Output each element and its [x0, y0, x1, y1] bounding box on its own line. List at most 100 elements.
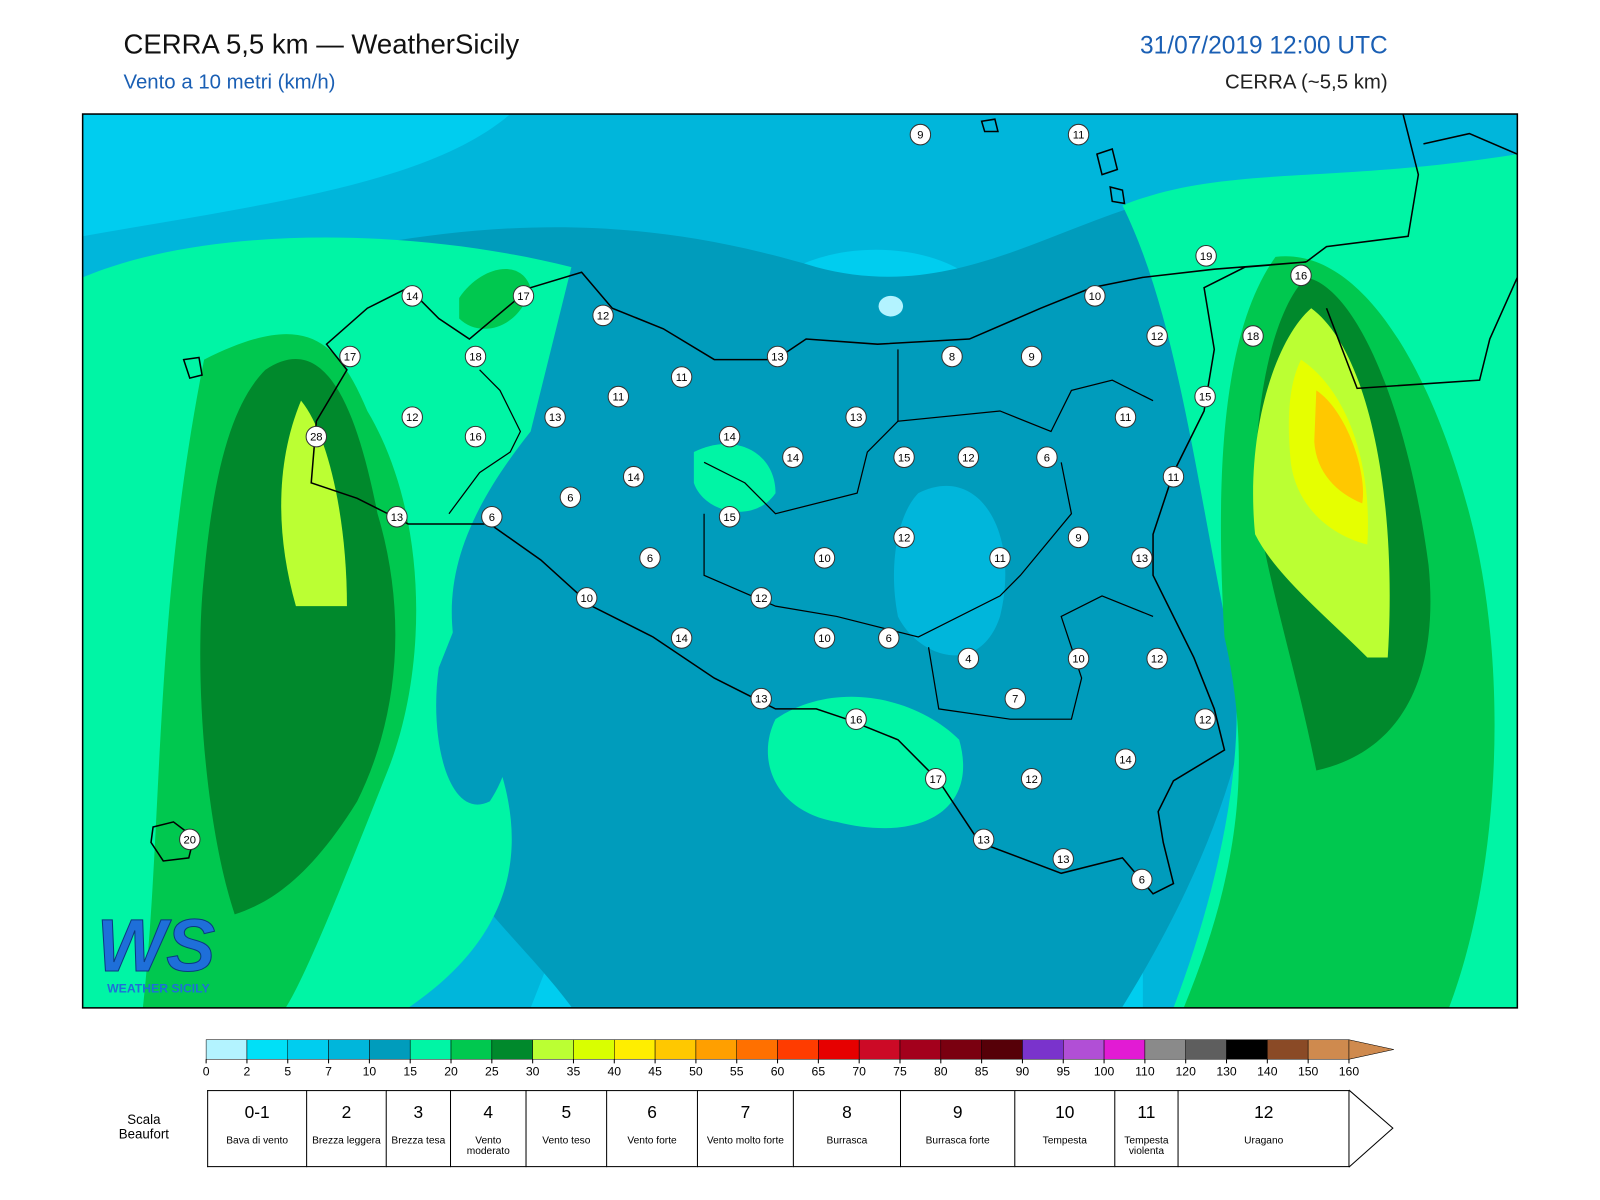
station: 12: [750, 587, 772, 609]
colorbar-tick-label: 25: [485, 1065, 499, 1079]
station-value: 14: [627, 472, 639, 484]
station: 14: [718, 425, 741, 448]
colorbar-segment: [328, 1039, 370, 1060]
colorbar-segment: [1267, 1039, 1309, 1060]
station-marker: [813, 547, 836, 569]
station: 6: [559, 486, 582, 509]
station: 28: [305, 425, 328, 448]
station-value: 11: [1168, 472, 1180, 484]
station-marker: [622, 465, 645, 488]
station: 17: [339, 345, 361, 368]
station-value: 12: [1025, 774, 1037, 786]
station-marker: [401, 285, 423, 307]
colorbar-tick-label: 120: [1176, 1065, 1197, 1079]
station-marker: [339, 345, 361, 368]
field-zone: [459, 269, 531, 329]
station-value: 12: [898, 532, 910, 544]
station: 13: [386, 505, 408, 528]
province-border: [927, 595, 1154, 720]
station: 13: [845, 406, 867, 428]
station-value: 14: [406, 291, 418, 303]
colorbar-tick-label: 140: [1257, 1065, 1278, 1079]
colorbar-segment: [1185, 1039, 1227, 1060]
station-marker: [1195, 245, 1217, 267]
colorbar-segment: [409, 1039, 452, 1060]
beaufort-label: Brezza tesa: [391, 1135, 446, 1147]
station-value: 13: [755, 694, 767, 706]
colorbar-tick-label: 160: [1339, 1065, 1360, 1079]
station: 12: [957, 446, 980, 468]
colorbar-segment: [981, 1039, 1023, 1060]
station-marker: [670, 627, 693, 649]
station: 12: [1146, 647, 1168, 670]
station-marker: [1067, 526, 1090, 549]
model-info: CERRA (~5,5 km): [1225, 70, 1388, 93]
beaufort-force: 4: [483, 1102, 494, 1122]
beaufort-force: 3: [413, 1102, 424, 1122]
colorbar-segment: [246, 1039, 289, 1060]
colorbar-segment: [369, 1039, 411, 1060]
station-value: 19: [1200, 251, 1212, 263]
beaufort-label: Tempesta violenta: [1124, 1135, 1169, 1157]
datetime: 31/07/2019 12:00 UTC: [1140, 32, 1388, 59]
station: 10: [1084, 285, 1106, 307]
station-value: 18: [469, 352, 481, 364]
station-value: 9: [1075, 532, 1081, 544]
station: 10: [813, 547, 836, 569]
island: [980, 118, 999, 133]
station-marker: [1084, 285, 1106, 307]
colorbar-segment: [450, 1039, 493, 1060]
station: 15: [893, 446, 915, 468]
station-layer: 9 11 19 16 14 17 10 12 12 18 17 18 13 8 9 11 11 15 12 13 13 1…: [179, 123, 1312, 891]
station-marker: [670, 366, 693, 388]
beaufort-label: Tempesta: [1042, 1135, 1087, 1147]
station-value: 13: [850, 412, 862, 424]
station: 10: [1067, 647, 1090, 670]
station: 16: [1290, 264, 1312, 287]
beaufort-label: Vento moderato: [466, 1135, 510, 1157]
station-value: 9: [917, 130, 923, 142]
colorbar-tick-label: 15: [403, 1065, 417, 1079]
colorbar-tick-label: 150: [1298, 1065, 1319, 1079]
station: 11: [989, 547, 1011, 569]
station-marker: [1162, 465, 1185, 488]
colorbar-segment: [818, 1039, 860, 1060]
station-value: 12: [755, 593, 767, 605]
beaufort-label: Uragano: [1244, 1135, 1284, 1147]
station: 12: [401, 406, 423, 428]
province-border: [448, 369, 522, 515]
station-marker: [1036, 446, 1058, 468]
beaufort-level: 3 Brezza tesa: [385, 1090, 450, 1168]
field-zone: [436, 616, 512, 805]
field-zone: [281, 400, 347, 607]
beaufort-label: Vento forte: [627, 1135, 677, 1147]
station: 10: [576, 587, 598, 609]
colorbar-tick-label: 30: [526, 1065, 540, 1079]
station: 6: [639, 547, 661, 569]
station-marker: [1114, 748, 1137, 771]
station-marker: [957, 446, 980, 468]
station: 14: [670, 627, 693, 649]
colorbar-segment: [1022, 1039, 1064, 1060]
station: 17: [512, 285, 535, 307]
station-value: 11: [613, 392, 625, 404]
colorbar-tick-label: 75: [893, 1065, 907, 1079]
station-marker: [845, 708, 867, 730]
station-marker: [1004, 687, 1027, 710]
colorbar-tick-label: 90: [1016, 1065, 1030, 1079]
beaufort-level: 4 Vento moderato: [449, 1090, 526, 1168]
colorbar-segment: [654, 1039, 697, 1060]
station-value: 6: [1139, 875, 1145, 887]
beaufort-level: 12 Uragano: [1177, 1090, 1349, 1168]
station-marker: [464, 345, 487, 368]
colorbar-tick-label: 40: [607, 1065, 621, 1079]
colorbar-segment: [532, 1039, 574, 1060]
station-value: 12: [1151, 654, 1163, 666]
station-value: 17: [517, 291, 529, 303]
station-marker: [893, 446, 915, 468]
station: 15: [1194, 385, 1216, 408]
station-value: 12: [406, 412, 418, 424]
beaufort-level: 9 Burrasca forte: [899, 1090, 1015, 1168]
beaufort-level: 8 Burrasca: [792, 1090, 900, 1168]
